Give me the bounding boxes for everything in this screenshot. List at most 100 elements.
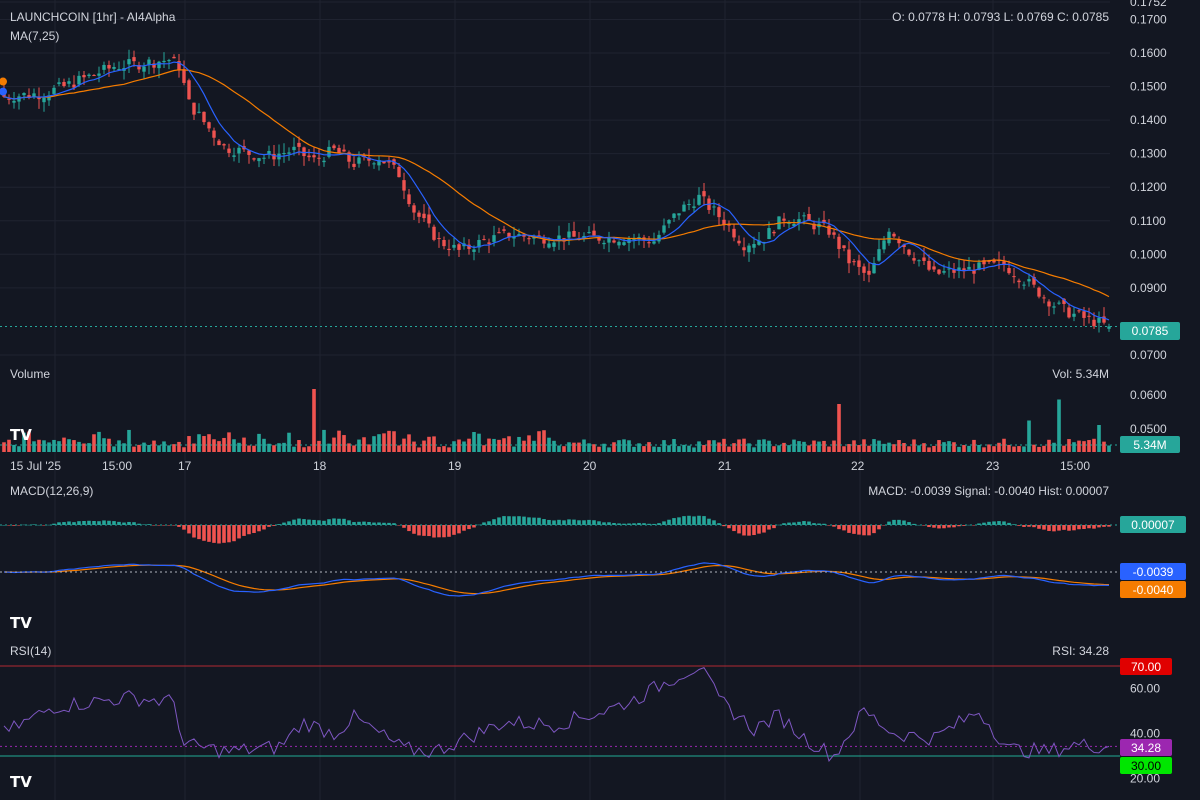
volume-bar — [727, 446, 731, 452]
candle-body — [512, 236, 516, 239]
volume-bar — [357, 439, 361, 452]
candle-body — [387, 161, 391, 163]
macd-hist-bar — [872, 525, 876, 534]
macd-hist-bar — [52, 523, 56, 525]
volume-bar — [522, 440, 526, 452]
macd-hist-bar — [292, 519, 296, 525]
volume-bar — [1107, 445, 1111, 452]
candle-body — [1017, 280, 1021, 283]
signal-tag-text: -0.0040 — [1133, 583, 1174, 597]
hist-tag-text: 0.00007 — [1131, 518, 1175, 532]
macd-hist-bar — [627, 523, 631, 525]
macd-hist-bar — [692, 516, 696, 525]
macd-hist-bar — [867, 525, 871, 536]
macd-hist-bar — [897, 519, 901, 525]
volume-bar — [1022, 446, 1026, 452]
macd-hist-bar — [442, 525, 446, 538]
candle-body — [852, 261, 856, 263]
macd-hist-bar — [892, 519, 896, 525]
macd-hist-bar — [47, 524, 51, 526]
volume-bar — [617, 440, 621, 452]
candle-body — [767, 228, 771, 239]
candle-body — [672, 213, 676, 218]
last-price-tag: 0.0785 — [1120, 322, 1180, 340]
macd-hist-bar — [402, 525, 406, 528]
volume-bar — [837, 404, 841, 452]
volume-bar — [1007, 444, 1011, 452]
volume-bar — [412, 441, 416, 452]
macd-hist-bar — [132, 522, 136, 525]
macd-hist-bar — [247, 525, 251, 535]
volume-bar — [652, 446, 656, 452]
candle-body — [902, 244, 906, 248]
volume-bar — [852, 440, 856, 452]
volume-value: Vol: 5.34M — [1052, 367, 1109, 381]
volume-bar — [842, 446, 846, 452]
volume-bar — [112, 446, 116, 452]
macd-tag: -0.0039 — [1120, 563, 1186, 580]
macd-hist-bar — [432, 525, 436, 538]
volume-bar — [222, 437, 226, 452]
volume-bar — [122, 443, 126, 452]
macd-hist-bar — [387, 522, 391, 525]
macd-hist-bar — [1002, 521, 1006, 525]
candle-body — [1082, 311, 1086, 318]
macd-hist-bar — [342, 518, 346, 525]
volume-bar — [442, 446, 446, 452]
macd-hist-bar — [647, 523, 651, 525]
volume-bar — [552, 440, 556, 452]
volume-bar — [627, 440, 631, 452]
volume-bar — [132, 446, 136, 452]
ma-marker-dot — [0, 87, 7, 96]
macd-hist-bar — [102, 520, 106, 525]
candle-body — [12, 100, 16, 103]
macd-pane[interactable] — [0, 515, 1120, 597]
macd-hist-bar — [72, 522, 76, 525]
volume-bar — [457, 439, 461, 452]
rsi-tick-label: 40.00 — [1130, 727, 1160, 741]
candle-body — [647, 242, 651, 244]
volume-bar — [467, 438, 471, 452]
macd-hist-bar — [1087, 525, 1091, 529]
macd-hist-bar — [512, 516, 516, 525]
candle-body — [177, 61, 181, 71]
candle-body — [872, 262, 876, 274]
macd-hist-bar — [612, 523, 616, 525]
candle-body — [592, 230, 596, 236]
time-axis: 15 Jul '25 15:00 17 18 19 20 21 22 23 15:00 — [10, 459, 1090, 473]
candle-body — [252, 158, 256, 160]
candle-body — [337, 147, 341, 154]
macd-hist-bar — [147, 524, 151, 525]
macd-hist-bar — [1062, 525, 1066, 530]
macd-hist-bar — [972, 525, 976, 526]
volume-bar — [347, 443, 351, 452]
macd-hist-bar — [202, 525, 206, 541]
price-pane[interactable] — [0, 49, 1120, 333]
macd-hist-bar — [752, 525, 756, 536]
candle-body — [832, 232, 836, 235]
price-tick-label: 0.1300 — [1130, 147, 1167, 161]
candle-body — [692, 206, 696, 208]
candle-body — [922, 257, 926, 261]
candle-body — [727, 224, 731, 226]
macd-hist-bar — [117, 521, 121, 525]
macd-hist-bar — [967, 524, 971, 526]
candle-body — [397, 166, 401, 178]
candle-body — [502, 229, 506, 231]
macd-hist-bar — [242, 525, 246, 536]
volume-bar — [512, 446, 516, 452]
price-tick-label: 0.1600 — [1130, 46, 1167, 60]
time-tick-label: 22 — [851, 459, 865, 473]
candle-body — [842, 245, 846, 249]
rsi-pane[interactable] — [0, 665, 1120, 762]
volume-bar — [607, 447, 611, 452]
candle-body — [827, 225, 831, 235]
macd-hist-bar — [42, 525, 46, 526]
candle-body — [927, 260, 931, 270]
candle-body — [212, 130, 216, 138]
volume-bar — [932, 445, 936, 452]
candle-body — [152, 63, 156, 68]
candle-body — [967, 266, 971, 270]
volume-pane[interactable] — [0, 389, 1120, 452]
